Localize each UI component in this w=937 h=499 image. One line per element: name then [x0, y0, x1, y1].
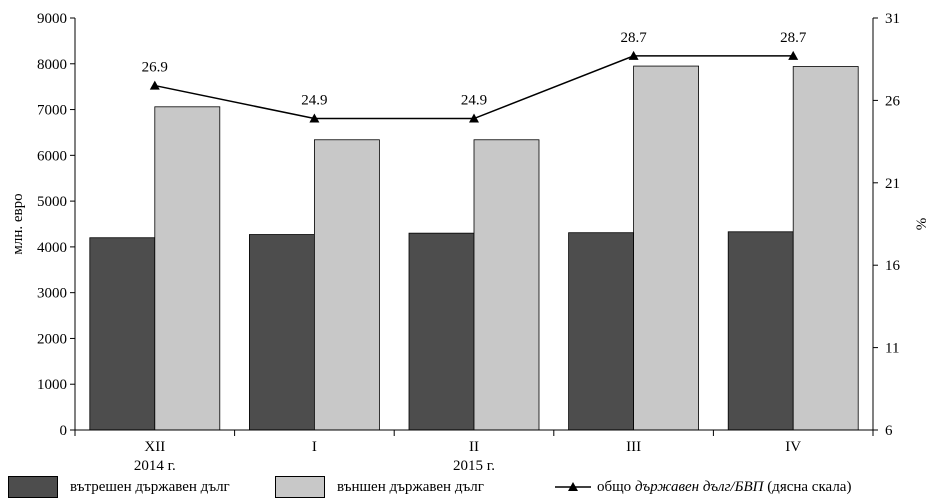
data-label-IV: 28.7 — [780, 30, 807, 46]
y-tick-label-1000: 1000 — [37, 377, 67, 393]
bar-foreign-II — [473, 139, 540, 431]
y-axis-title: млн. евро — [10, 193, 26, 254]
legend-label-suffix: (дясна скала) — [763, 478, 852, 495]
bar-foreign-XII — [154, 106, 221, 431]
legend-item-foreign: външен държавен дълг — [275, 476, 484, 498]
line-point-XII — [149, 80, 160, 90]
data-label-I: 24.9 — [301, 93, 327, 109]
y2-tick-label-11: 11 — [885, 341, 899, 357]
y-tick-label-0: 0 — [60, 423, 68, 439]
legend-label-domestic: вътрешен държавен дълг — [70, 478, 230, 495]
bar-foreign-III — [633, 65, 699, 431]
bar-foreign-I — [313, 139, 380, 431]
bar-domestic-IV — [727, 231, 794, 431]
y2-tick-label-26: 26 — [885, 93, 901, 109]
bars-layer — [89, 65, 859, 431]
line-point-III — [628, 50, 639, 60]
line-point-IV — [788, 50, 799, 60]
y-tick-label-6000: 6000 — [37, 148, 67, 164]
bar-domestic-II — [408, 232, 475, 431]
legend-swatch-domestic — [8, 476, 58, 498]
y2-tick-label-31: 31 — [885, 11, 900, 27]
legend-label-foreign: външен държавен дълг — [337, 478, 484, 495]
bar-foreign-IV — [792, 66, 859, 431]
bar-domestic-XII — [89, 237, 156, 431]
text-layer: 0 1000 2000 3000 4000 5000 6000 7000 8000 9000 6 11… — [10, 11, 930, 474]
line-point-I — [309, 113, 320, 123]
x-tick-label-IV: IV — [785, 439, 801, 455]
bar-domestic-I — [248, 234, 315, 431]
y2-tick-label-21: 21 — [885, 176, 900, 192]
data-label-II: 24.9 — [461, 93, 487, 109]
x-tick-label-I: I — [312, 439, 317, 455]
y-tick-label-8000: 8000 — [37, 57, 67, 73]
data-label-XII: 26.9 — [142, 60, 168, 76]
y2-tick-label-16: 16 — [885, 258, 901, 274]
legend-label-prefix: общо — [597, 478, 635, 495]
y-tick-label-7000: 7000 — [37, 103, 67, 119]
legend-item-domestic: вътрешен държавен дълг — [8, 476, 230, 498]
y-tick-label-5000: 5000 — [37, 194, 67, 210]
y2-tick-label-6: 6 — [885, 423, 893, 439]
legend-swatch-foreign — [275, 476, 325, 498]
year-label-0: 2014 г. — [134, 458, 176, 474]
legend-label-debt-gdp: общо държавен дълг/БВП (дясна скала) — [597, 479, 851, 496]
y-tick-label-9000: 9000 — [37, 11, 67, 27]
x-tick-label-XII: XII — [144, 439, 165, 455]
x-tick-label-III: III — [626, 439, 641, 455]
x-tick-label-II: II — [469, 439, 479, 455]
bar-domestic-III — [568, 232, 634, 431]
y2-axis-title: % — [914, 218, 930, 231]
y-tick-label-4000: 4000 — [37, 240, 67, 256]
data-label-III: 28.7 — [620, 30, 647, 46]
y-tick-label-3000: 3000 — [37, 286, 67, 302]
line-layer — [149, 50, 799, 123]
year-label-1: 2015 г. — [453, 458, 495, 474]
legend-label-italic: държавен дълг/БВП — [634, 478, 764, 495]
y-tick-label-2000: 2000 — [37, 331, 67, 347]
line-point-II — [469, 113, 479, 123]
axes-layer — [70, 17, 878, 436]
legend-line-triangle-icon — [555, 482, 591, 491]
legend-item-debt-gdp: общо държавен дълг/БВП (дясна скала) — [555, 477, 851, 497]
